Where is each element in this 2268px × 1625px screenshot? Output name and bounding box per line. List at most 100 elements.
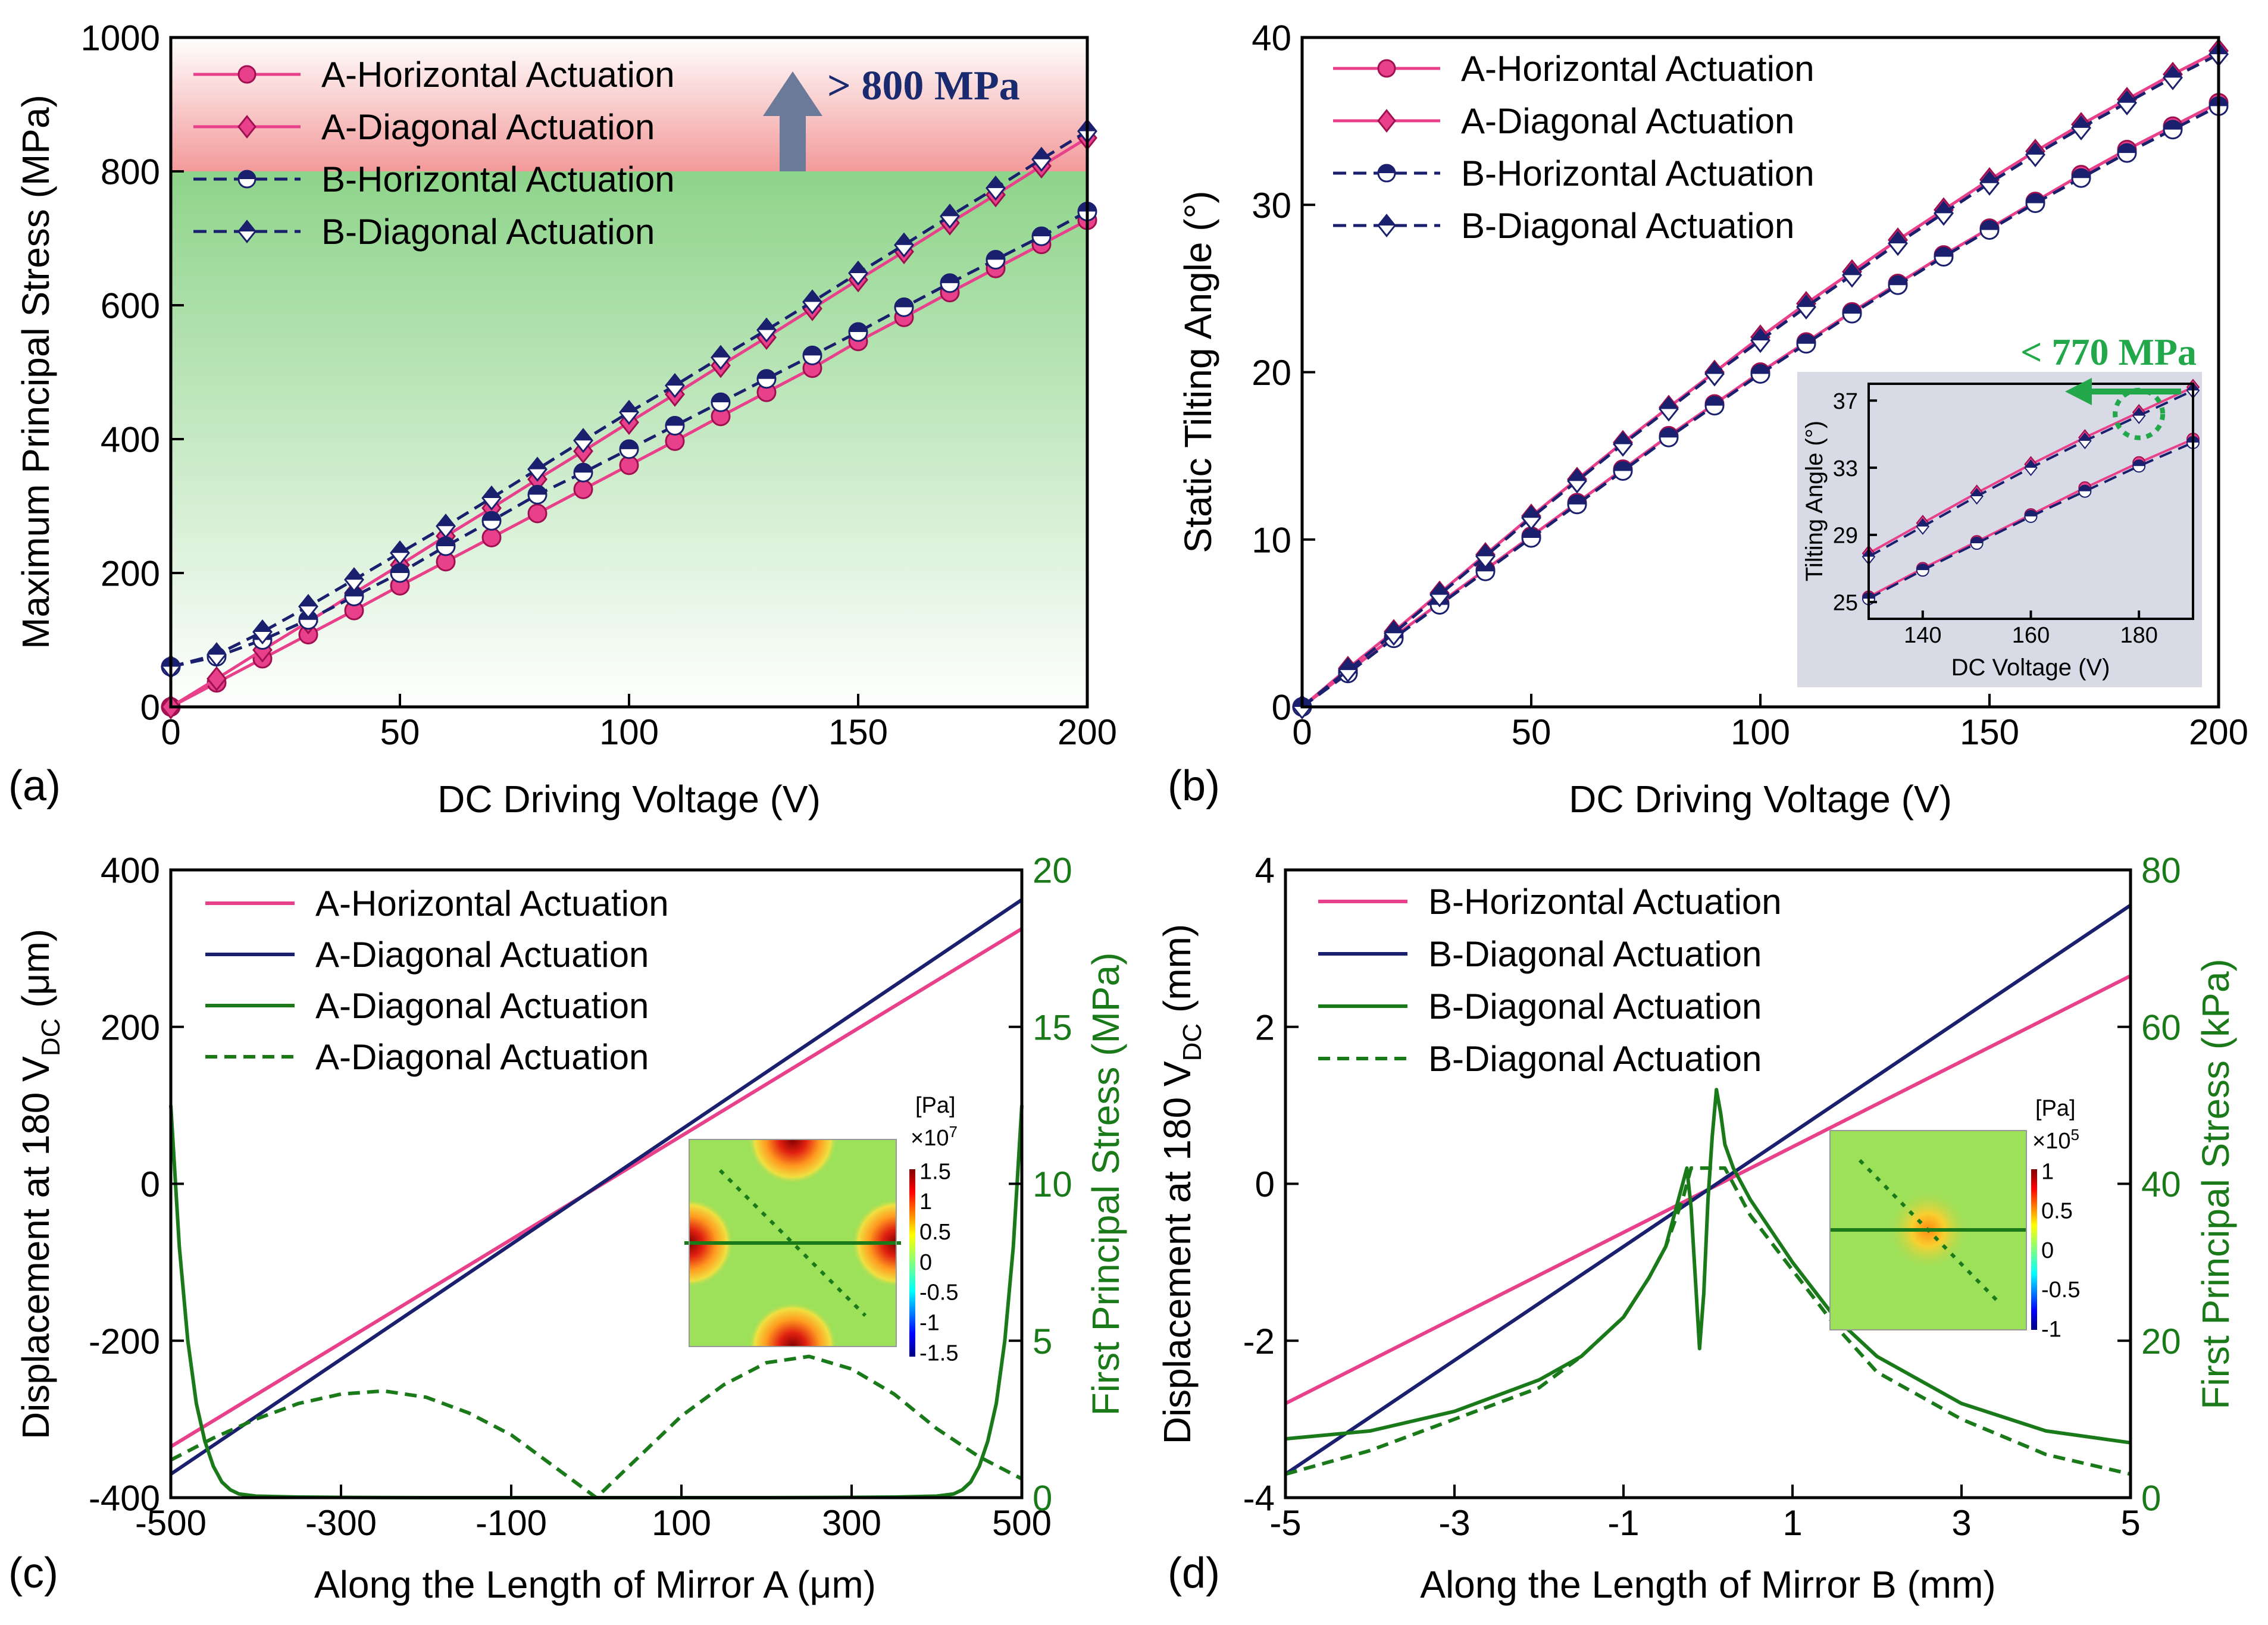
marker-half-fill bbox=[483, 487, 500, 498]
marker-half-fill bbox=[666, 374, 684, 386]
marker-half-fill bbox=[345, 568, 363, 580]
marker-half-fill bbox=[391, 541, 409, 553]
marker-half-fill bbox=[895, 234, 913, 245]
marker-half-fill bbox=[1935, 202, 1953, 214]
colorbar-tick-label: 0.5 bbox=[2041, 1199, 2073, 1224]
x-tick-label: 100 bbox=[599, 712, 659, 752]
legend: A-Horizontal Actuation A-Diagonal Actuati… bbox=[193, 55, 675, 252]
legend-label: B-Horizontal Actuation bbox=[321, 159, 675, 199]
stress-map-inset: [Pa] ×105 1 0.5 0 -0.5 -1 bbox=[1829, 1096, 2080, 1342]
marker-circle bbox=[481, 527, 502, 547]
marker-half-fill bbox=[254, 621, 271, 632]
up-arrow-icon bbox=[763, 71, 822, 171]
y-label-space bbox=[1156, 1013, 1199, 1023]
panel-b: 0 50 100 150 200 0 10 20 30 40 A-Horizontal Actu… bbox=[1168, 18, 2248, 821]
legend-label: B-Diagonal Actuation bbox=[1428, 934, 1762, 974]
x-axis-ticks: 0 50 100 150 200 bbox=[161, 694, 1117, 752]
x-tick-label: 1 bbox=[1782, 1503, 1802, 1543]
y-tick-label: 400 bbox=[101, 420, 160, 460]
y-tick-label: 10 bbox=[1252, 520, 1291, 560]
marker-half-fill bbox=[1843, 305, 1861, 314]
marker-half-fill bbox=[620, 401, 638, 412]
y-axis-ticks: -4 -2 0 2 4 bbox=[1243, 851, 1299, 1518]
inset-series-layer bbox=[1862, 378, 2200, 606]
y-tick-label: -400 bbox=[89, 1479, 160, 1518]
marker-half-fill bbox=[1385, 622, 1403, 634]
legend-label: B-Diagonal Actuation bbox=[1428, 987, 1762, 1026]
y-label-subscript: DC bbox=[36, 1019, 65, 1057]
y-tick-label: 30 bbox=[1252, 186, 1291, 226]
legend-label: A-Horizontal Actuation bbox=[315, 884, 669, 923]
marker-half-fill bbox=[1970, 489, 1983, 497]
marker-half-fill bbox=[803, 346, 821, 356]
marker-half-fill bbox=[987, 177, 1005, 189]
marker-half-fill bbox=[2118, 144, 2136, 154]
marker-half-fill bbox=[849, 262, 867, 273]
y-tick-label: 2 bbox=[1255, 1007, 1275, 1047]
marker-half-fill bbox=[895, 298, 913, 308]
panel-label: (d) bbox=[1168, 1549, 1220, 1597]
marker-half-fill bbox=[1033, 148, 1050, 159]
colorbar-tick-label: 0.5 bbox=[919, 1220, 951, 1245]
y-tick-label: -4 bbox=[1243, 1479, 1275, 1518]
panel-label: (a) bbox=[8, 762, 61, 810]
x-tick-label: -5 bbox=[1269, 1503, 1301, 1543]
legend-label: A-Diagonal Actuation bbox=[315, 935, 649, 975]
right-y-tick-label: 60 bbox=[2141, 1007, 2181, 1047]
y-tick-label: 20 bbox=[1252, 353, 1291, 393]
marker-half-fill bbox=[2072, 117, 2090, 128]
marker-half-fill bbox=[941, 205, 959, 217]
right-y-tick-label: 15 bbox=[1033, 1007, 1072, 1047]
series-line bbox=[1285, 1166, 2131, 1476]
marker-half-fill bbox=[574, 429, 592, 441]
marker-half-fill bbox=[299, 595, 317, 607]
legend-label: B-Diagonal Actuation bbox=[1428, 1039, 1762, 1079]
x-tick-label: 150 bbox=[1960, 712, 2019, 752]
marker-half-fill bbox=[941, 274, 959, 283]
x-tick-label: 50 bbox=[1512, 712, 1551, 752]
marker-half-fill bbox=[1935, 248, 1953, 257]
x-tick-label: 5 bbox=[2120, 1503, 2140, 1543]
y-tick-label: 29 bbox=[1833, 524, 1858, 549]
x-tick-label: 160 bbox=[2012, 623, 2050, 648]
y-tick-label: 0 bbox=[1255, 1164, 1275, 1204]
inset-x-label: DC Voltage (V) bbox=[1951, 655, 2110, 681]
y-label-subscript: DC bbox=[1178, 1023, 1207, 1062]
legend-label: A-Diagonal Actuation bbox=[321, 107, 655, 147]
colorbar-scale: ×105 bbox=[2032, 1126, 2079, 1154]
inset-y-label: Tilting Angle (°) bbox=[1801, 421, 1828, 581]
x-tick-label: 300 bbox=[822, 1503, 881, 1543]
y-tick-label: 25 bbox=[1833, 590, 1858, 615]
right-y-axis-label: First Principal Stress (kPa) bbox=[2194, 959, 2237, 1409]
marker-half-fill bbox=[1522, 506, 1540, 518]
inset-plot: 140 160 180 25 29 33 37 DC Voltage (V) Tiltin… bbox=[1797, 331, 2202, 687]
x-tick-label: 200 bbox=[1058, 712, 1117, 752]
right-y-tick-label: 5 bbox=[1033, 1322, 1052, 1361]
x-tick-label: 50 bbox=[380, 712, 420, 752]
series-line bbox=[170, 130, 1088, 668]
x-tick-label: 200 bbox=[2189, 712, 2248, 752]
y-axis-label: Displacement at 180 VDC (μm) bbox=[14, 929, 65, 1439]
right-y-tick-label: 80 bbox=[2141, 851, 2181, 891]
marker-half-fill bbox=[758, 370, 775, 379]
marker-half-fill bbox=[483, 512, 500, 521]
right-y-axis-label: First Principal Stress (MPa) bbox=[1084, 953, 1127, 1416]
colorbar bbox=[2031, 1169, 2037, 1330]
colorbar-unit: [Pa] bbox=[2035, 1096, 2076, 1121]
panel-label: (c) bbox=[8, 1549, 58, 1597]
series-line bbox=[1301, 105, 2220, 709]
marker-circle bbox=[1377, 59, 1396, 78]
diagonal-path bbox=[1858, 1159, 1998, 1302]
legend-label: B-Diagonal Actuation bbox=[321, 212, 655, 252]
marker-half-fill bbox=[1033, 227, 1050, 237]
marker-half-fill bbox=[1339, 659, 1357, 671]
marker-half-fill bbox=[758, 318, 775, 330]
y-tick-label: -200 bbox=[89, 1322, 160, 1361]
colorbar-ticks: 1 0.5 0 -0.5 -1 bbox=[2041, 1159, 2080, 1342]
y-tick-label: 400 bbox=[101, 851, 160, 891]
marker-half-fill bbox=[2164, 120, 2182, 130]
marker-half-fill bbox=[1843, 264, 1861, 275]
y-tick-label: 0 bbox=[140, 1164, 160, 1204]
y-tick-label: 40 bbox=[1252, 18, 1291, 58]
